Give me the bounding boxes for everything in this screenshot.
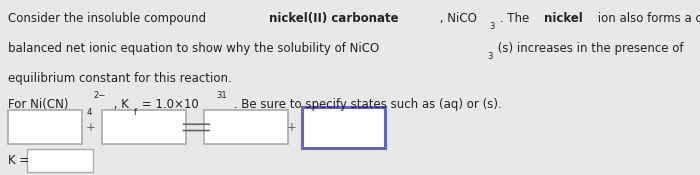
Text: +: + — [286, 121, 296, 134]
Text: equilibrium constant for this reaction.: equilibrium constant for this reaction. — [8, 72, 232, 85]
Text: 3: 3 — [489, 22, 494, 31]
Text: f: f — [134, 108, 137, 117]
Text: . The: . The — [496, 12, 533, 25]
Text: +: + — [86, 121, 96, 134]
Text: , NiCO: , NiCO — [436, 12, 477, 25]
Text: . Be sure to specify states such as (aq) or (s).: . Be sure to specify states such as (aq)… — [230, 98, 502, 111]
Text: Consider the insoluble compound: Consider the insoluble compound — [8, 12, 210, 25]
Bar — [27, 149, 93, 172]
Text: 4: 4 — [87, 108, 92, 117]
Bar — [8, 110, 82, 144]
Text: balanced net ionic equation to show why the solubility of NiCO: balanced net ionic equation to show why … — [8, 42, 379, 55]
Text: K =: K = — [8, 154, 29, 167]
Text: (s) increases in the presence of: (s) increases in the presence of — [494, 42, 687, 55]
Text: 2−: 2− — [93, 91, 106, 100]
Bar — [204, 110, 288, 144]
Text: nickel: nickel — [544, 12, 582, 25]
Text: 3: 3 — [487, 52, 493, 61]
Bar — [302, 107, 385, 148]
Text: , K: , K — [109, 98, 128, 111]
Text: For Ni(CN): For Ni(CN) — [8, 98, 69, 111]
Text: nickel(II) carbonate: nickel(II) carbonate — [269, 12, 398, 25]
Text: = 1.0×10: = 1.0×10 — [138, 98, 199, 111]
Text: 31: 31 — [216, 91, 227, 100]
Bar — [102, 110, 186, 144]
Text: ion also forms a complex with: ion also forms a complex with — [594, 12, 700, 25]
